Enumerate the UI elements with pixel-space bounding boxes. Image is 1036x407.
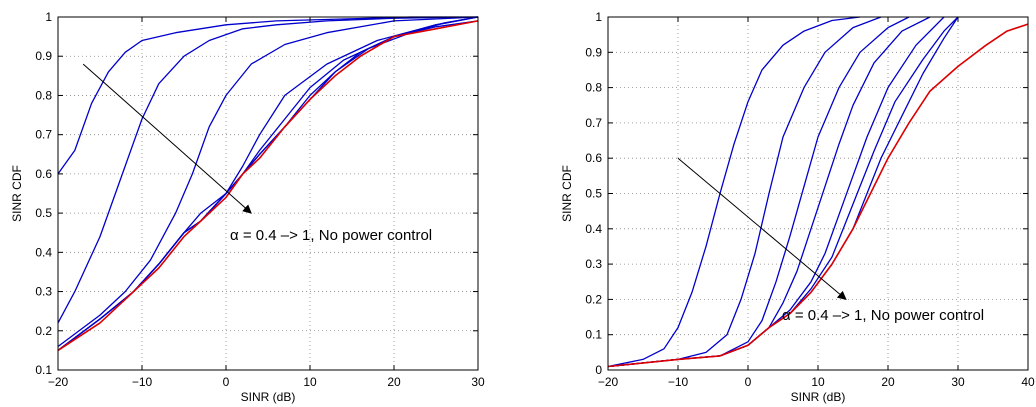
x-axis-label: SINR (dB) (241, 390, 296, 404)
cdf-line-alpha-6 (57, 20, 479, 351)
y-tick-label: 0.2 (585, 292, 602, 306)
x-tick-label: −20 (48, 375, 69, 389)
x-tick-label: 30 (471, 375, 485, 389)
cdf-line-alpha-3 (57, 16, 479, 351)
y-tick-label: 0.1 (585, 328, 602, 342)
right-chart: −20 −10 0 10 20 30 40 0 0.1 0.2 0.3 0.4 0.5 0.6 0.7 0.8… (560, 10, 1035, 404)
trend-arrow (82, 63, 252, 214)
x-tick-label: −20 (598, 375, 619, 389)
x-tick-label: 40 (1021, 375, 1035, 389)
cdf-line-no-power-control (57, 20, 479, 352)
y-axis-label: SINR CDF (10, 165, 24, 222)
y-tick-label: 0 (595, 363, 602, 377)
cdf-line-alpha-5 (57, 16, 479, 351)
x-tick-label: 20 (881, 375, 895, 389)
cdf-line-alpha-2 (57, 16, 479, 348)
y-tick-label: 0.5 (585, 187, 602, 201)
x-tick-label: 0 (223, 375, 230, 389)
annotation-text: α = 0.4 –> 1, No power control (230, 227, 432, 244)
cdf-line-alpha-0 (607, 16, 861, 368)
y-tick-label: 0.9 (35, 49, 52, 63)
cdf-line-alpha-1 (57, 16, 479, 324)
y-tick-label: 0.2 (35, 324, 52, 338)
cdf-line-no-power-control (607, 23, 1029, 368)
left-chart: −20 −10 0 10 20 30 0.1 0.2 0.3 0.4 0.5 0.6 0.7 0.8 0.9… (10, 10, 485, 404)
y-tick-label: 0.4 (585, 222, 602, 236)
y-tick-label: 0.3 (35, 285, 52, 299)
annotation-text: α = 0.4 –> 1, No power control (782, 307, 984, 324)
y-tick-label: 0.7 (585, 116, 602, 130)
x-tick-label: 10 (303, 375, 317, 389)
x-tick-label: −10 (668, 375, 689, 389)
x-tick-label: 0 (745, 375, 752, 389)
x-tick-label: 10 (811, 375, 825, 389)
y-tick-label: 0.6 (35, 167, 52, 181)
y-tick-label: 1 (595, 10, 602, 24)
y-tick-label: 0.8 (35, 88, 52, 102)
x-axis-label: SINR (dB) (791, 390, 846, 404)
plot-frame (57, 16, 479, 371)
y-tick-label: 0.8 (585, 81, 602, 95)
y-tick-label: 0.7 (35, 128, 52, 142)
x-tick-label: −10 (132, 375, 153, 389)
cdf-line-alpha-0 (57, 16, 478, 175)
y-tick-label: 0.9 (585, 45, 602, 59)
x-tick-label: 30 (951, 375, 965, 389)
y-axis-label: SINR CDF (560, 165, 574, 222)
y-tick-label: 0.4 (35, 245, 52, 259)
y-tick-label: 0.1 (35, 363, 52, 377)
y-tick-label: 1 (45, 10, 52, 24)
x-tick-label: 20 (387, 375, 401, 389)
y-tick-label: 0.3 (585, 257, 602, 271)
trend-arrow (677, 157, 847, 300)
y-tick-label: 0.6 (585, 151, 602, 165)
cdf-line-alpha-1 (607, 16, 882, 368)
y-tick-label: 0.5 (35, 206, 52, 220)
cdf-line-alpha-4 (57, 16, 479, 351)
